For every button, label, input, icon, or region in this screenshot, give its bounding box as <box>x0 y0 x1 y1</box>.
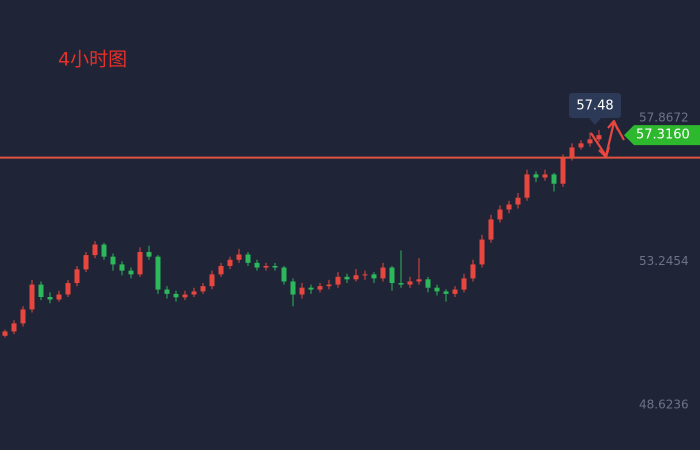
candle-body <box>443 291 449 294</box>
y-tick-label: 53.2454 <box>639 254 689 268</box>
candle-body <box>560 157 566 184</box>
candle-body <box>137 252 143 275</box>
candle-body <box>506 204 512 210</box>
candle-body <box>155 256 161 290</box>
candles <box>2 130 602 338</box>
candle-body <box>200 286 206 292</box>
candle-body <box>497 209 503 220</box>
arrow-path <box>590 120 625 158</box>
candle-body <box>434 287 440 292</box>
candle-body <box>587 139 593 144</box>
candle-body <box>20 309 26 324</box>
candle-body <box>524 174 530 198</box>
candle-body <box>245 254 251 263</box>
price-tag <box>624 125 700 146</box>
candle-body <box>146 252 152 257</box>
candle-body <box>254 262 260 268</box>
candle-body <box>38 284 44 297</box>
candle-body <box>182 294 188 298</box>
candle-body <box>344 276 350 280</box>
candle-body <box>380 267 386 279</box>
candle-body <box>191 291 197 295</box>
candle-body <box>236 254 242 260</box>
candle-body <box>56 294 62 300</box>
candle-body <box>101 244 107 257</box>
candle-body <box>218 265 224 275</box>
candle-body <box>542 174 548 178</box>
arrow-head <box>607 119 620 131</box>
candle-body <box>74 269 80 284</box>
y-tick-label: 57.8672 <box>639 111 689 125</box>
candle-body <box>281 267 287 282</box>
candle-body <box>407 281 413 285</box>
candle-body <box>227 259 233 266</box>
candle-body <box>11 323 17 332</box>
tooltip-label: 57.48 <box>576 99 613 114</box>
candle-body <box>209 274 215 287</box>
candle-body <box>128 270 134 275</box>
candle-body <box>416 279 422 282</box>
candle-body <box>551 174 557 184</box>
candle-body <box>83 255 89 270</box>
candle-body <box>119 264 125 271</box>
candle-body <box>2 331 8 336</box>
candle-body <box>569 147 575 158</box>
candle-body <box>470 264 476 279</box>
candle-body <box>533 174 539 178</box>
candle-body <box>317 286 323 290</box>
candle-body <box>47 297 53 300</box>
candle-body <box>290 281 296 295</box>
candle-body <box>29 284 35 310</box>
candle-body <box>425 279 431 288</box>
candle-body <box>308 287 314 290</box>
candle-body <box>362 274 368 276</box>
y-tick-label: 48.6236 <box>639 397 689 411</box>
candle-body <box>461 278 467 290</box>
candle-body <box>479 239 485 265</box>
candle-body <box>299 287 305 295</box>
candle-body <box>578 143 584 148</box>
candle-body <box>92 244 98 256</box>
candle-body <box>488 219 494 240</box>
candle-body <box>371 274 377 279</box>
candle-body <box>452 289 458 294</box>
candle-body <box>326 284 332 287</box>
candle-body <box>398 283 404 285</box>
price-tag-label: 57.3160 <box>636 128 690 143</box>
candle-body <box>389 267 395 284</box>
candle-body <box>173 293 179 298</box>
chart-title: 4小时图 <box>58 49 127 71</box>
candle-body <box>263 265 269 268</box>
candle-body <box>335 276 341 285</box>
candle-body <box>65 283 71 295</box>
candle-body <box>272 265 278 268</box>
tooltip-box <box>569 93 621 118</box>
tooltip-pointer <box>589 118 601 125</box>
candle-body <box>110 256 116 265</box>
candle-body <box>515 197 521 205</box>
candle-body <box>353 275 359 280</box>
candle-body <box>596 135 602 140</box>
candle-body <box>164 289 170 294</box>
